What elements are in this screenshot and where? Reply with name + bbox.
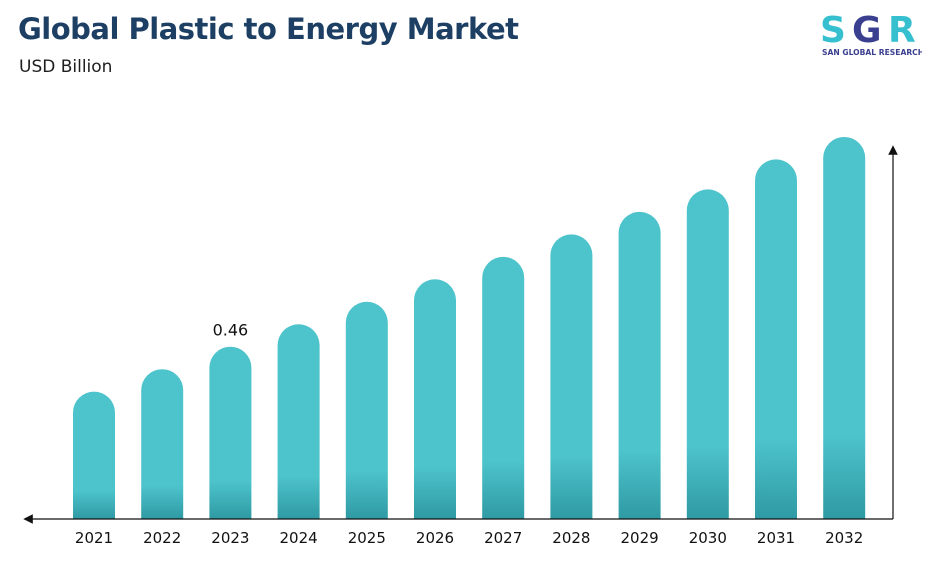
x-tick-label-2031: 2031 (757, 529, 795, 547)
bar-2027 (482, 256, 525, 519)
bar-2024 (277, 324, 320, 519)
x-tick-label-2026: 2026 (416, 529, 454, 547)
bars-group (73, 136, 866, 520)
bar-2030 (686, 189, 729, 519)
x-tick-label-2021: 2021 (75, 529, 113, 547)
sgr-logo: S G R SAN GLOBAL RESEARCH (820, 10, 922, 57)
bar-2021 (73, 391, 115, 519)
bar-2032 (823, 136, 866, 520)
x-tick-label-2024: 2024 (280, 529, 318, 547)
logo-letter-s: S (820, 10, 846, 51)
logo-letter-r: R (888, 10, 916, 51)
bar-2023 (209, 346, 252, 519)
bar-2026 (414, 279, 456, 519)
x-tick-label-2023: 2023 (211, 529, 249, 547)
x-tick-label-2022: 2022 (143, 529, 181, 547)
x-tick-label-2029: 2029 (621, 529, 659, 547)
bar-2025 (345, 301, 388, 519)
bar-2028 (550, 234, 593, 519)
bar-2031 (755, 159, 797, 519)
logo-letter-g: G (852, 10, 882, 51)
chart-subtitle: USD Billion (19, 57, 113, 77)
labels-group: 2021 2022 2023 2024 2025 2026 2027 2028 2029 2030… (75, 321, 863, 547)
logo-tagline: SAN GLOBAL RESEARCH (822, 48, 922, 57)
bar-2022 (141, 369, 184, 519)
data-label-2023: 0.46 (213, 321, 249, 340)
x-tick-label-2027: 2027 (484, 529, 522, 547)
x-tick-label-2028: 2028 (552, 529, 590, 547)
bar-2029 (618, 211, 661, 519)
x-tick-label-2030: 2030 (689, 529, 727, 547)
x-tick-label-2032: 2032 (825, 529, 863, 547)
chart-title: Global Plastic to Energy Market (18, 12, 519, 46)
x-tick-label-2025: 2025 (348, 529, 386, 547)
